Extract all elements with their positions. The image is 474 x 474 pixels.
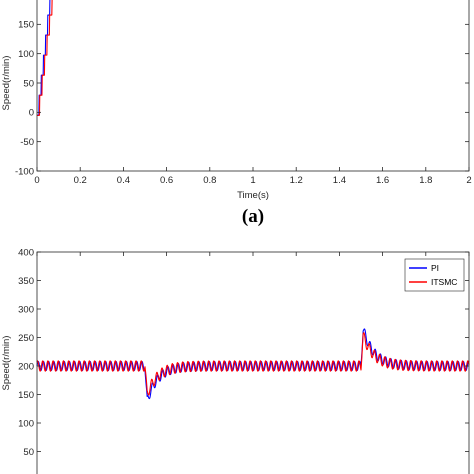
xtick-label-a: 1.2	[290, 175, 303, 186]
ytick-label-b: 200	[18, 361, 34, 372]
ytick-label-a: -50	[20, 137, 34, 148]
chart-b: 50 100 150 200 250 300 350 400 Speed(r/min) PI …	[1, 247, 470, 474]
ylabel-b: Speed(r/min)	[1, 336, 12, 391]
ytick-label-b: 250	[18, 333, 34, 344]
ytick-label-a: 150	[18, 20, 34, 31]
xtick-label-a: 2	[466, 175, 471, 186]
xtick-label-a: 0.4	[117, 175, 130, 186]
panel-label-a: (a)	[242, 206, 264, 227]
xtick-label-a: 1.4	[333, 175, 346, 186]
legend-b: PI ITSMC	[404, 258, 465, 292]
xtick-label-a: 1.8	[419, 175, 432, 186]
xtick-label-a: 0	[34, 175, 39, 186]
xtick-label-a: 1.6	[376, 175, 389, 186]
ytick-label-b: 100	[18, 418, 34, 429]
ytick-label-b: 400	[18, 247, 34, 258]
ytick-label-a: -100	[15, 166, 34, 177]
legend-label-pi: PI	[431, 263, 439, 273]
xtick-label-a: 0.8	[203, 175, 216, 186]
ytick-label-b: 150	[18, 390, 34, 401]
xlabel-a: Time(s)	[237, 190, 269, 201]
series-line-b-itsmc	[36, 332, 470, 396]
xtick-label-a: 0.2	[74, 175, 87, 186]
ytick-label-b: 50	[23, 447, 34, 458]
plot-area-a	[37, 0, 469, 171]
legend-box	[404, 258, 465, 292]
ytick-label-a: 50	[23, 78, 34, 89]
ytick-label-a: 100	[18, 49, 34, 60]
legend-label-itsmc: ITSMC	[431, 277, 457, 287]
xtick-label-a: 0.6	[160, 175, 173, 186]
ytick-label-a: 0	[29, 108, 34, 119]
ytick-label-b: 350	[18, 276, 34, 287]
ylabel-a: Speed(r/min)	[1, 56, 12, 111]
xtick-label-a: 1	[250, 175, 255, 186]
ytick-label-b: 300	[18, 304, 34, 315]
chart-a: -100 -50 0 50 100 150 0 0.2 0.4 0.6 0.8 1 1.2 1.4 1.6 1…	[1, 0, 472, 227]
